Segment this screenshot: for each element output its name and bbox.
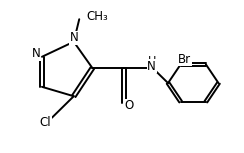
Text: H: H [147,56,156,66]
Text: Cl: Cl [40,116,51,129]
Text: Br: Br [178,53,191,66]
Text: N: N [69,31,78,44]
Text: O: O [124,99,134,112]
Text: CH₃: CH₃ [86,10,108,23]
Text: N: N [32,47,41,60]
Text: N: N [147,60,156,73]
